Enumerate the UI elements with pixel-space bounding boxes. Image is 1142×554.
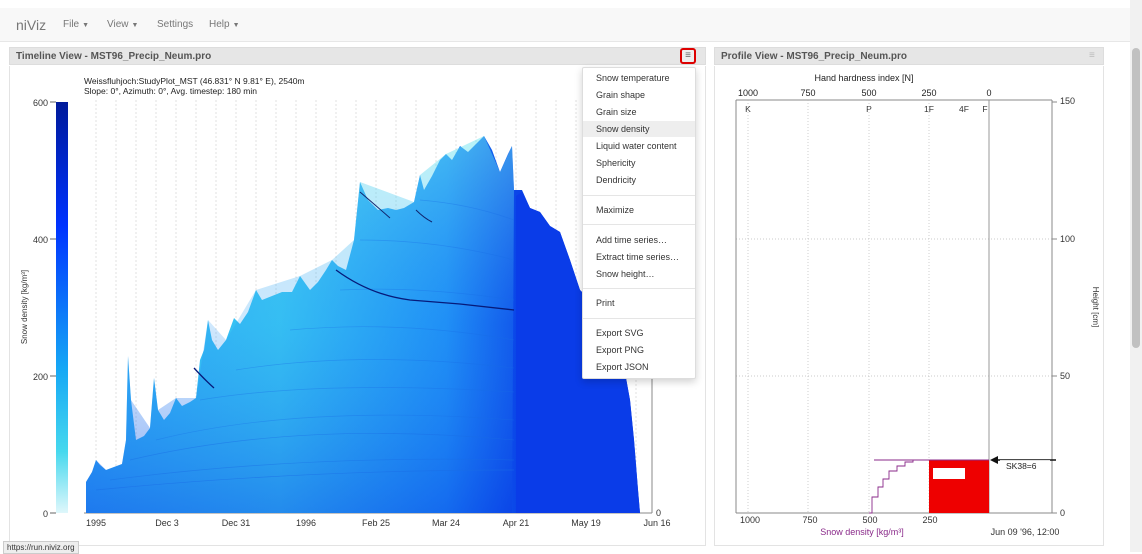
timeline-panel-header: Timeline View - MST96_Precip_Neum.pro ≡ [9, 47, 706, 65]
y-tick-400: 400 [33, 235, 48, 245]
menu-item-snow-density[interactable]: Snow density [583, 121, 695, 137]
stability-pointer-arrow-icon [990, 456, 998, 464]
menu-divider [583, 318, 695, 319]
snowpack-layer-shading [86, 136, 514, 513]
menu-item-add-time-series[interactable]: Add time series… [596, 235, 668, 245]
x-tick-1995: 1995 [86, 518, 106, 528]
bottom-tick-500: 500 [862, 515, 877, 525]
timeline-panel-body [9, 66, 706, 546]
hardness-4F: 4F [959, 104, 969, 114]
colorbar-ticks [50, 101, 56, 514]
colorbar [56, 102, 68, 513]
menu-item-export-png[interactable]: Export PNG [596, 345, 645, 355]
right-tick-100: 100 [1060, 234, 1075, 244]
hardness-axis-label: Hand hardness index [N] [814, 73, 913, 83]
top-tick-750: 750 [800, 88, 815, 98]
menu-item-liquid-water-content[interactable]: Liquid water content [596, 141, 677, 151]
bottom-tick-1000: 1000 [740, 515, 760, 525]
hamburger-icon: ≡ [685, 50, 691, 61]
profile-panel-header: Profile View - MST96_Precip_Neum.pro ≡ [714, 47, 1104, 65]
y-tick-600: 600 [33, 98, 48, 108]
top-tick-0: 0 [986, 88, 991, 98]
menu-item-grain-size[interactable]: Grain size [596, 107, 637, 117]
menu-file-label: File [63, 19, 80, 30]
snowpack-layer-lines [95, 199, 515, 491]
menu-view-label: View [107, 19, 129, 30]
menu-divider [583, 288, 695, 289]
menu-file[interactable]: File ▼ [63, 19, 89, 30]
bottom-tick-250: 250 [922, 515, 937, 525]
hardness-profile-layer [929, 460, 989, 513]
menu-settings-label: Settings [157, 19, 194, 30]
right-axis-tick-0: 0 [656, 508, 661, 518]
menu-divider [583, 195, 695, 196]
profile-menu-button[interactable]: ≡ [1089, 50, 1095, 61]
station-params: Slope: 0°, Azimuth: 0°, Avg. timestep: 1… [84, 86, 257, 96]
menu-help-label: Help [209, 19, 230, 30]
chart-options-dropdown: Snow temperature Grain shape Grain size … [582, 67, 696, 379]
snowpack-dense-block [516, 192, 640, 513]
menu-item-sphericity[interactable]: Sphericity [596, 158, 636, 168]
menu-item-snow-temperature[interactable]: Snow temperature [596, 73, 670, 83]
hamburger-icon: ≡ [1089, 50, 1095, 61]
right-tick-150: 150 [1060, 96, 1075, 106]
x-tick-jun16: Jun 16 [643, 518, 670, 528]
x-tick-dec3: Dec 3 [155, 518, 179, 528]
menu-item-extract-time-series[interactable]: Extract time series… [596, 252, 680, 262]
x-tick-apr21: Apr 21 [503, 518, 530, 528]
profile-panel-title: Profile View - MST96_Precip_Neum.pro [721, 51, 907, 62]
x-tick-1996: 1996 [296, 518, 316, 528]
bottom-tick-750: 750 [802, 515, 817, 525]
hardness-F: F [982, 104, 987, 114]
chevron-down-icon: ▼ [131, 22, 139, 29]
menu-item-export-svg[interactable]: Export SVG [596, 328, 644, 338]
station-info: Weissfluhjoch:StudyPlot_MST (46.831° N 9… [84, 76, 305, 86]
menu-item-snow-height[interactable]: Snow height… [596, 269, 655, 279]
menu-item-grain-shape[interactable]: Grain shape [596, 90, 646, 100]
y-axis-label: Snow density [kg/m³] [20, 270, 29, 344]
menu-item-dendricity[interactable]: Dendricity [596, 175, 637, 185]
x-tick-feb25: Feb 25 [362, 518, 390, 528]
x-tick-mar24: Mar 24 [432, 518, 460, 528]
chevron-down-icon: ▼ [232, 22, 240, 29]
profile-date: Jun 09 '96, 12:00 [991, 527, 1060, 537]
menu-view[interactable]: View ▼ [107, 19, 138, 30]
app-brand[interactable]: niViz [16, 17, 47, 33]
top-tick-250: 250 [921, 88, 936, 98]
y-tick-0: 0 [43, 509, 48, 519]
height-axis-label: Height [cm] [1091, 287, 1100, 327]
menu-item-export-json[interactable]: Export JSON [596, 362, 649, 372]
top-navbar: niViz File ▼ View ▼ Settings Help ▼ [0, 8, 1130, 42]
menu-item-print[interactable]: Print [596, 298, 615, 308]
page-scrollbar[interactable] [1130, 0, 1142, 552]
timeline-menu-button[interactable]: ≡ [680, 48, 696, 64]
y-tick-200: 200 [33, 372, 48, 382]
menu-help[interactable]: Help ▼ [209, 19, 240, 30]
menu-divider [583, 224, 695, 225]
menu-item-maximize[interactable]: Maximize [596, 205, 635, 215]
top-tick-1000: 1000 [738, 88, 758, 98]
profile-panel-body [714, 66, 1104, 546]
stability-label-bg [1000, 460, 1050, 474]
timeline-panel-title: Timeline View - MST96_Precip_Neum.pro [16, 51, 212, 62]
top-tick-500: 500 [861, 88, 876, 98]
snowpack-crusts [193, 191, 515, 389]
hardness-profile-gap [933, 468, 965, 479]
x-tick-dec31: Dec 31 [222, 518, 251, 528]
chevron-down-icon: ▼ [82, 22, 90, 29]
density-axis-label: Snow density [kg/m³] [820, 527, 904, 537]
x-tick-may19: May 19 [571, 518, 601, 528]
right-tick-0: 0 [1060, 508, 1065, 518]
profile-grid [736, 100, 1052, 513]
status-bar-url: https://run.niviz.org [3, 541, 79, 554]
density-profile-line [869, 459, 989, 514]
right-tick-50: 50 [1060, 371, 1070, 381]
menu-settings[interactable]: Settings [157, 19, 193, 30]
scrollbar-thumb[interactable] [1132, 48, 1140, 348]
stability-index-label: SK38=6 [1006, 461, 1037, 471]
